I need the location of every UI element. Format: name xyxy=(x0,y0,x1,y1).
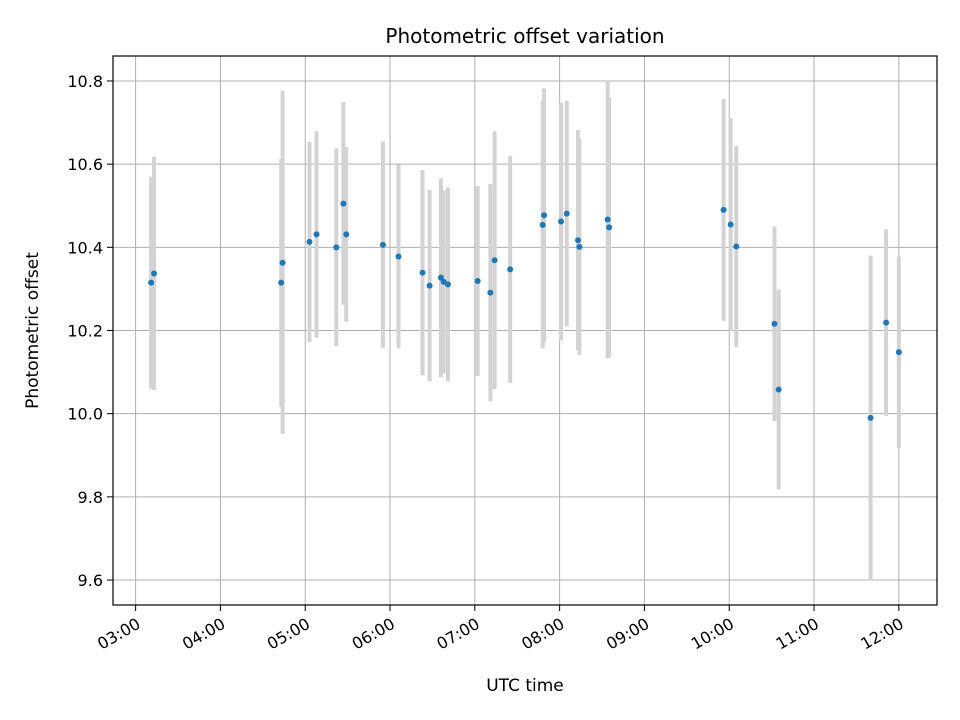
data-point xyxy=(419,269,426,276)
chart-title: Photometric offset variation xyxy=(385,24,664,48)
data-point xyxy=(395,253,402,260)
data-point xyxy=(720,206,727,213)
data-point xyxy=(278,279,285,286)
y-axis-title: Photometric offset xyxy=(23,252,43,409)
data-point xyxy=(558,218,565,225)
data-point xyxy=(379,241,386,248)
y-tick-label: 10.8 xyxy=(67,72,103,91)
data-point xyxy=(576,243,583,250)
y-tick-label: 10.0 xyxy=(67,405,103,424)
y-tick-label: 10.2 xyxy=(67,322,103,341)
data-point xyxy=(604,216,611,223)
data-point xyxy=(507,266,514,273)
data-point xyxy=(487,289,494,296)
data-point xyxy=(444,281,451,288)
y-tick-label: 10.4 xyxy=(67,238,103,257)
data-point xyxy=(563,210,570,217)
data-point xyxy=(727,221,734,228)
data-point xyxy=(733,243,740,250)
data-point xyxy=(606,224,613,231)
data-point xyxy=(279,259,286,266)
data-point xyxy=(883,319,890,326)
data-point xyxy=(491,257,498,264)
x-axis-title: UTC time xyxy=(486,676,564,696)
y-tick-label: 10.6 xyxy=(67,155,103,174)
data-point xyxy=(775,386,782,393)
data-point xyxy=(539,221,546,228)
data-point xyxy=(771,320,778,327)
y-axis-ticks: 9.6 9.8 10.0 10.2 10.4 10.6 10.8 xyxy=(67,72,113,590)
y-tick-label: 9.6 xyxy=(78,571,103,590)
data-point xyxy=(867,414,874,421)
data-points xyxy=(148,200,902,421)
data-point xyxy=(895,349,902,356)
data-point xyxy=(340,200,347,207)
data-point xyxy=(426,282,433,289)
data-point xyxy=(313,231,320,238)
data-point xyxy=(148,279,155,286)
data-point xyxy=(150,270,157,277)
data-point xyxy=(474,278,481,285)
data-point xyxy=(343,231,350,238)
data-point xyxy=(306,238,313,245)
data-point xyxy=(541,212,548,219)
data-point xyxy=(333,244,340,251)
data-point xyxy=(575,237,582,244)
y-tick-label: 9.8 xyxy=(78,488,103,507)
